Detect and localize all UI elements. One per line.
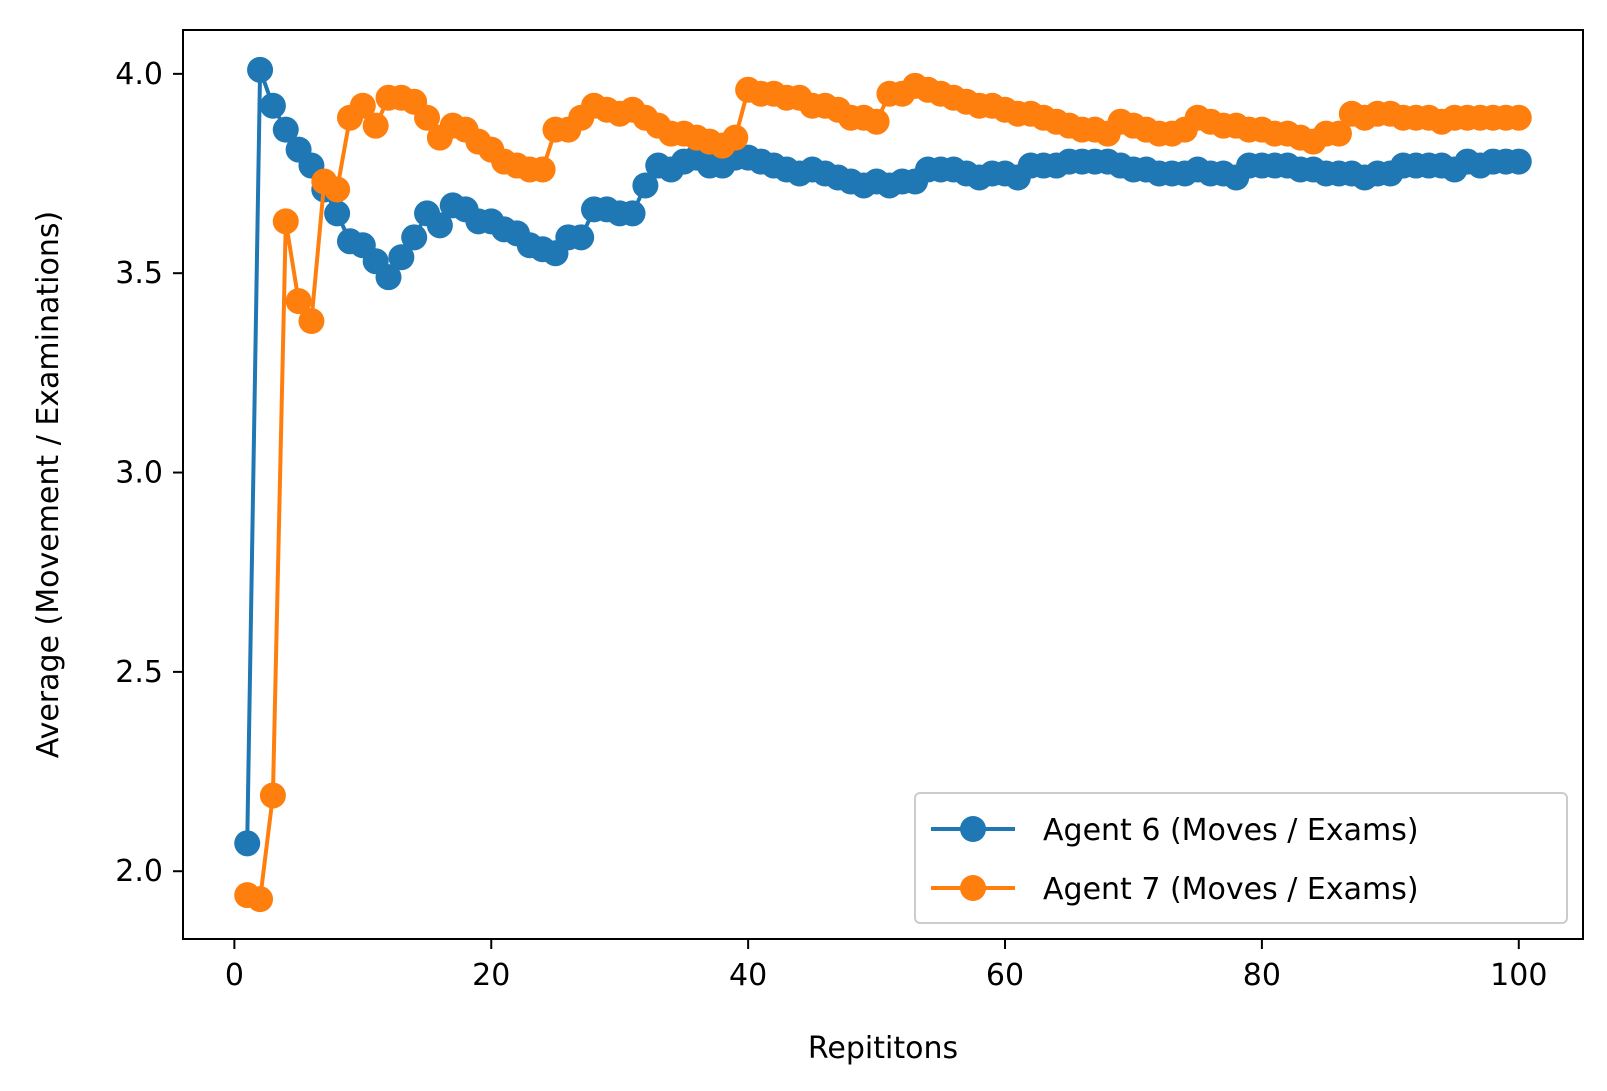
plot-frame [182, 29, 1584, 940]
legend-label: Agent 6 (Moves / Exams) [1043, 813, 1419, 848]
data-point [1325, 120, 1352, 147]
data-point [272, 208, 299, 235]
legend-entry: Agent 7 (Moves / Exams) [931, 872, 1419, 907]
x-axis: 0 20 40 60 80 100 [225, 939, 1547, 993]
data-point [349, 92, 376, 119]
data-point [863, 108, 890, 135]
data-point [568, 224, 595, 251]
data-point [619, 200, 646, 227]
x-axis-label: Repititons [808, 1031, 958, 1066]
series-layer [234, 56, 1532, 913]
data-point [259, 92, 286, 119]
legend-box [914, 792, 1568, 924]
data-point [632, 172, 659, 199]
legend-label: Agent 7 (Moves / Exams) [1043, 872, 1419, 907]
data-point [388, 244, 415, 271]
data-point [324, 176, 351, 203]
data-point [247, 886, 274, 913]
data-point [401, 224, 428, 251]
data-point [362, 112, 389, 139]
data-point [298, 308, 325, 335]
data-point [272, 116, 299, 143]
legend-entry: Agent 6 (Moves / Exams) [931, 813, 1419, 848]
x-tick-label: 60 [986, 958, 1024, 993]
series-1 [234, 56, 1532, 857]
data-point [234, 830, 261, 857]
y-tick-label: 2.5 [115, 655, 163, 690]
data-point [414, 104, 441, 131]
legend-marker [960, 816, 986, 842]
x-tick-label: 80 [1243, 958, 1281, 993]
data-point [722, 124, 749, 151]
data-point [1505, 104, 1532, 131]
legend-marker [960, 875, 986, 901]
legend-entries: Agent 6 (Moves / Exams) Agent 7 (Moves / … [931, 813, 1419, 907]
data-point [247, 56, 274, 83]
x-tick-label: 20 [472, 958, 510, 993]
y-axis: 2.0 2.5 3.0 3.5 4.0 [115, 57, 183, 889]
series-2 [234, 72, 1532, 913]
y-tick-label: 4.0 [115, 57, 163, 92]
data-point [285, 288, 312, 315]
data-point [324, 200, 351, 227]
data-point [259, 782, 286, 809]
data-point [1505, 148, 1532, 175]
data-point [375, 264, 402, 291]
x-tick-label: 40 [729, 958, 767, 993]
x-tick-label: 0 [225, 958, 244, 993]
data-point [426, 212, 453, 239]
legend: Agent 6 (Moves / Exams) Agent 7 (Moves / … [914, 792, 1568, 924]
y-tick-label: 3.5 [115, 256, 163, 291]
x-tick-label: 100 [1490, 958, 1547, 993]
y-tick-label: 3.0 [115, 456, 163, 491]
y-tick-label: 2.0 [115, 854, 163, 889]
y-axis-label: Average (Movement / Examinations) [31, 211, 66, 758]
data-point [529, 156, 556, 183]
